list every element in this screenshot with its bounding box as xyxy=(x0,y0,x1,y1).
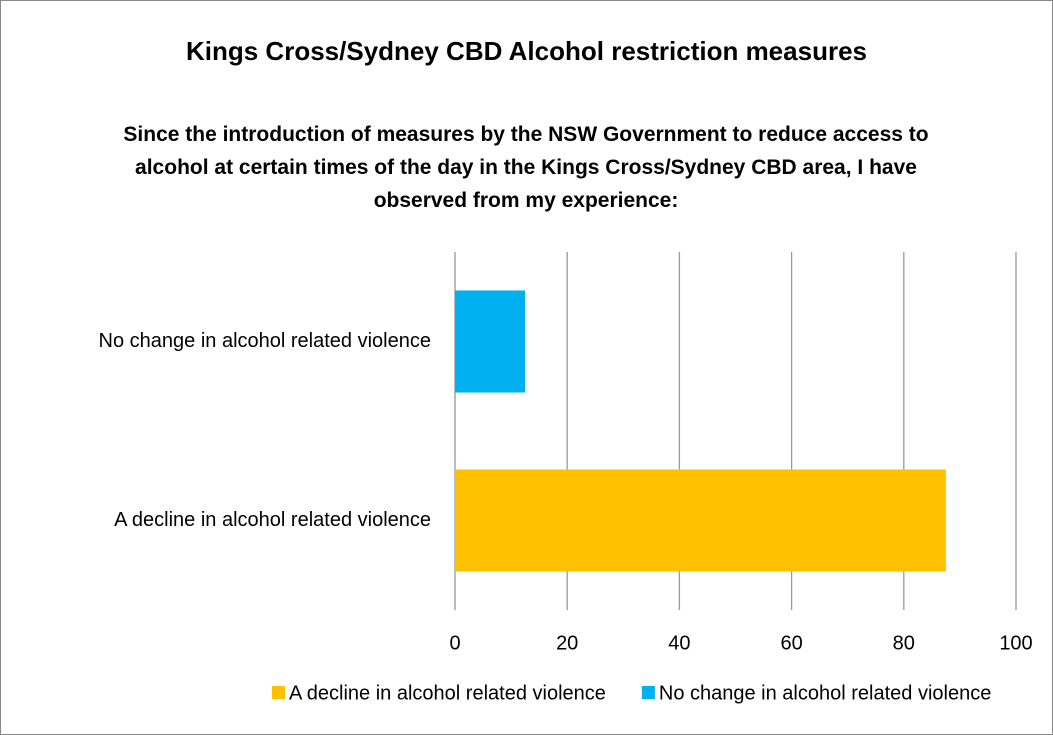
x-tick-label: 60 xyxy=(780,632,802,654)
bar xyxy=(455,469,946,572)
bar xyxy=(455,290,526,393)
y-tick-label: A decline in alcohol related violence xyxy=(114,509,431,531)
x-tick-label: 20 xyxy=(556,632,578,654)
x-tick-label: 80 xyxy=(893,632,915,654)
chart-subtitle: Since the introduction of measures by th… xyxy=(123,123,929,212)
y-tick-label: No change in alcohol related violence xyxy=(99,330,431,352)
legend-swatch xyxy=(641,686,655,699)
legend-label: A decline in alcohol related violence xyxy=(289,682,606,704)
legend-swatch xyxy=(272,686,285,699)
x-tick-label: 0 xyxy=(449,632,460,654)
legend-label: No change in alcohol related violence xyxy=(659,682,991,704)
x-tick-label: 40 xyxy=(668,632,690,654)
chart-title: Kings Cross/Sydney CBD Alcohol restricti… xyxy=(185,36,867,66)
x-tick-label: 100 xyxy=(999,632,1032,654)
